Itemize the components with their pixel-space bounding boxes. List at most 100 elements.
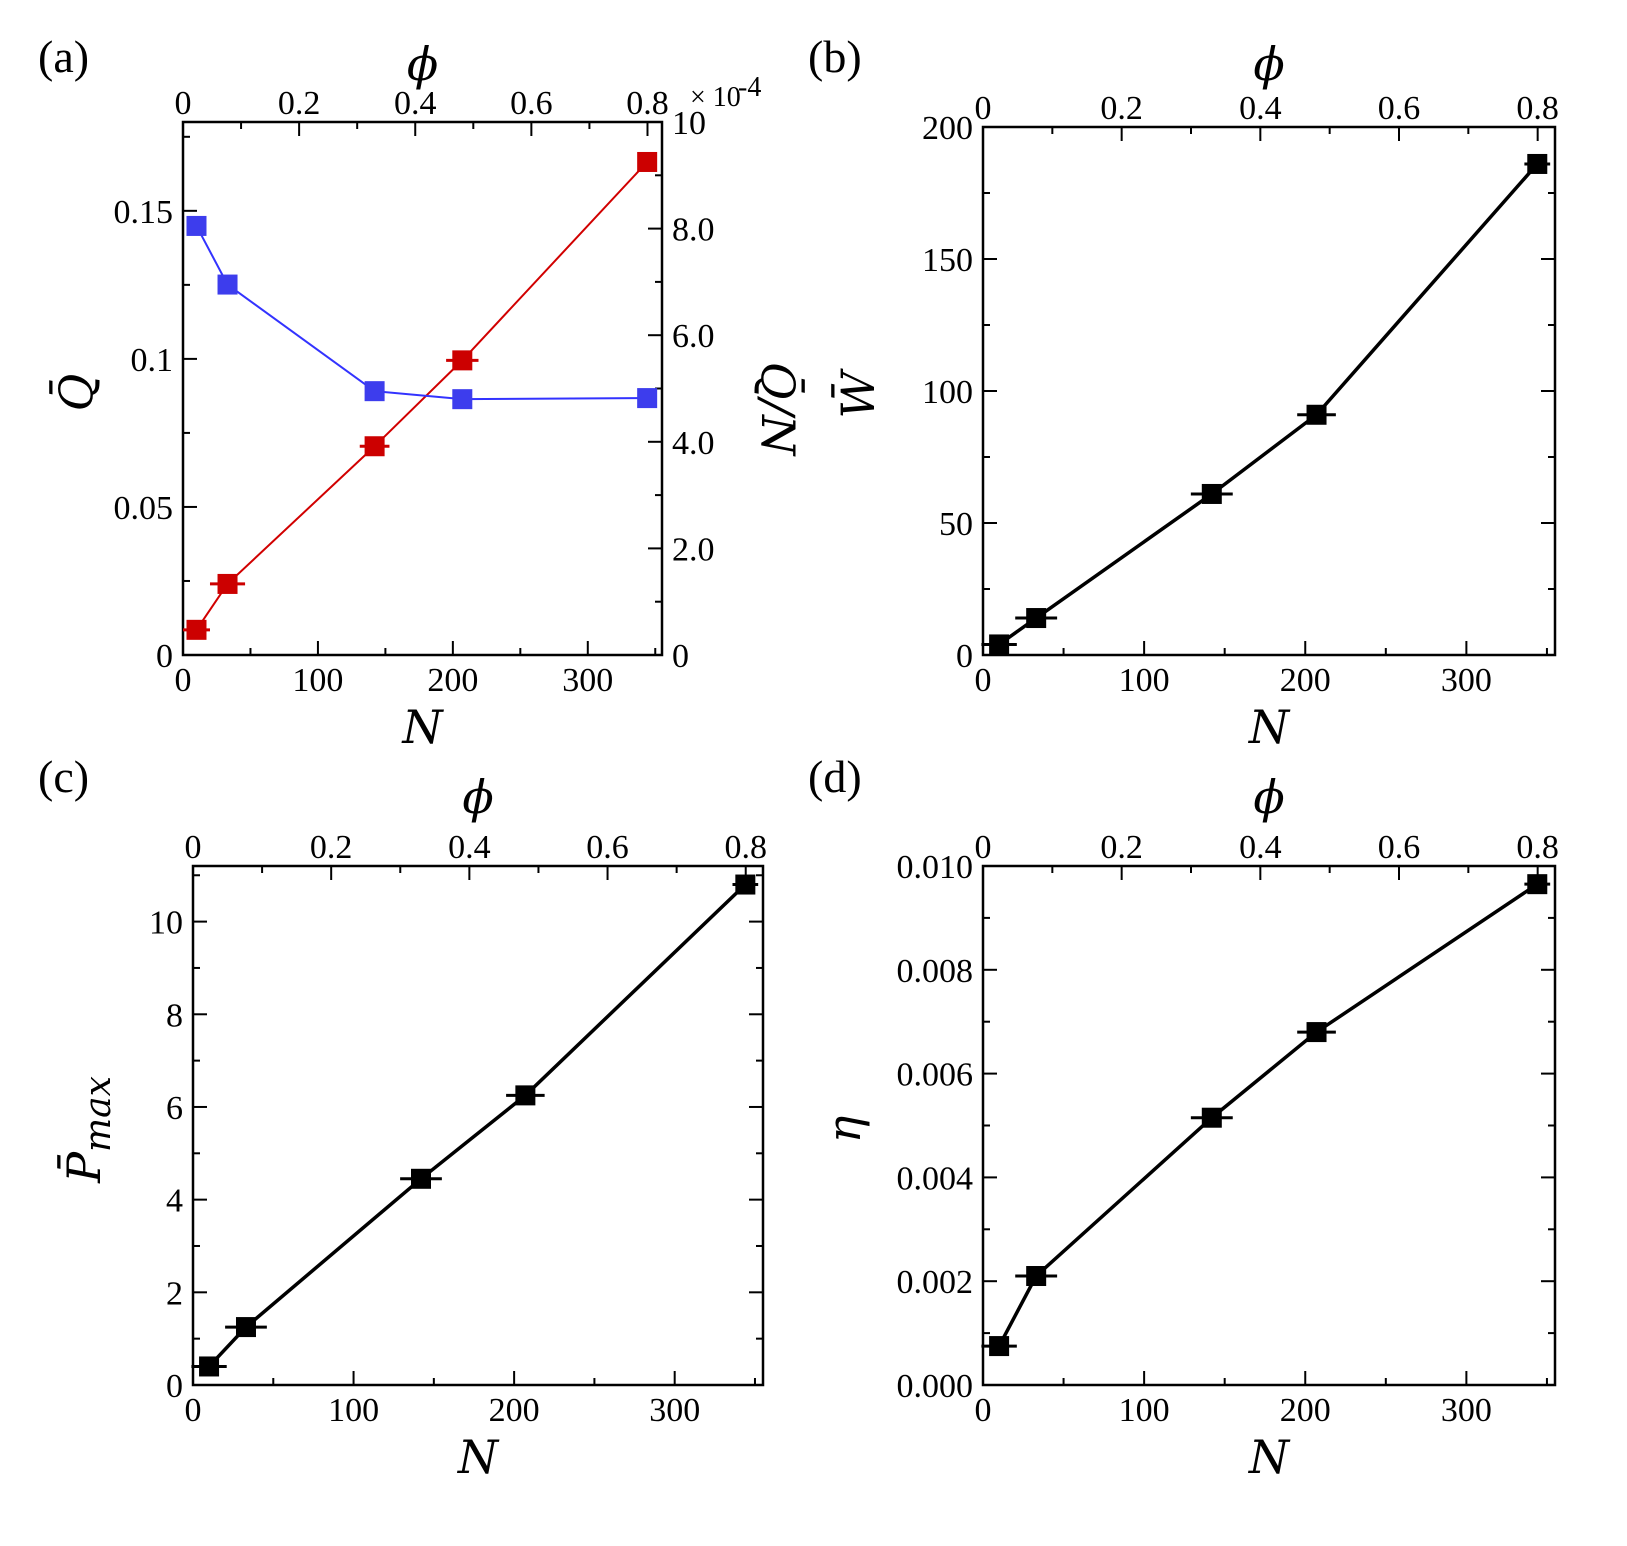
y-tick-label: 10 bbox=[149, 905, 183, 942]
top-tick-label: 0.6 bbox=[1378, 90, 1421, 127]
x-tick-label: 200 bbox=[1280, 1392, 1331, 1429]
data-point bbox=[1527, 874, 1548, 895]
top-tick-label: 0.8 bbox=[1516, 829, 1559, 866]
y-tick-label: 4 bbox=[166, 1183, 183, 1220]
y-tick-label: 0.000 bbox=[897, 1368, 974, 1405]
data-point bbox=[637, 388, 658, 409]
top-tick-label: 0.2 bbox=[1100, 829, 1143, 866]
top-tick-label: 0.6 bbox=[1378, 829, 1421, 866]
data-point bbox=[452, 350, 473, 371]
y-tick-label: 0.002 bbox=[897, 1264, 974, 1301]
y2-tick-label: 4.0 bbox=[672, 425, 715, 462]
y2-exponent: -4 bbox=[738, 72, 761, 103]
y-tick-label: 50 bbox=[939, 506, 973, 543]
data-point bbox=[1201, 1107, 1222, 1128]
x-tick-label: 0 bbox=[175, 662, 192, 699]
x-axis-title: N bbox=[457, 1430, 500, 1484]
top-tick-label: 0 bbox=[185, 829, 202, 866]
plot-frame bbox=[981, 125, 1557, 657]
x-tick-label: 300 bbox=[1441, 1392, 1492, 1429]
top-tick-label: 0.4 bbox=[448, 829, 491, 866]
y-axis-title-main: P̄ bbox=[56, 1151, 111, 1184]
data-point bbox=[989, 1336, 1010, 1357]
top-axis-title: ϕ bbox=[1253, 770, 1284, 824]
x-tick-label: 0 bbox=[185, 1392, 202, 1429]
x-tick-label: 100 bbox=[328, 1392, 379, 1429]
y-tick-label: 0.006 bbox=[897, 1057, 974, 1094]
y-tick-label: 0.05 bbox=[114, 490, 174, 527]
data-point bbox=[186, 215, 207, 236]
plot-frame bbox=[981, 864, 1557, 1387]
y-tick-label: 0 bbox=[156, 638, 173, 675]
data-point bbox=[217, 274, 238, 295]
chart-panel-b: (b) 0 100 200 300 N 0 0.2 0.4 0.6 0.8 ϕ 0 50 100 150 200… bbox=[808, 31, 1559, 754]
top-tick-label: 0.2 bbox=[310, 829, 353, 866]
top-tick-label: 0.4 bbox=[394, 85, 437, 122]
data-point bbox=[1201, 483, 1222, 504]
top-tick-label: 0.8 bbox=[724, 829, 767, 866]
panel-label: (b) bbox=[808, 31, 862, 82]
y-tick-label: 0 bbox=[166, 1368, 183, 1405]
data-point bbox=[452, 389, 473, 410]
y2-tick-label: 2.0 bbox=[672, 531, 715, 568]
panel-label: (d) bbox=[808, 751, 862, 802]
top-axis-title: ϕ bbox=[1253, 37, 1284, 91]
top-tick-label: 0.2 bbox=[1100, 90, 1143, 127]
x-axis-title: N bbox=[1248, 1430, 1291, 1484]
chart-panel-d: (d) 0 100 200 300 N 0 0.2 0.4 0.6 0.8 ϕ 0.000 0.002 0.… bbox=[808, 751, 1559, 1484]
y-tick-label: 150 bbox=[922, 242, 973, 279]
data-point bbox=[1026, 1266, 1047, 1287]
x-tick-label: 100 bbox=[292, 662, 343, 699]
series-line-0 bbox=[207, 883, 747, 1368]
top-tick-label: 0.8 bbox=[626, 85, 669, 122]
top-axis-title: ϕ bbox=[407, 37, 438, 91]
panel-label: (c) bbox=[38, 751, 89, 802]
y-tick-label: 0.1 bbox=[131, 342, 174, 379]
top-tick-label: 0 bbox=[175, 85, 192, 122]
data-point bbox=[515, 1085, 536, 1106]
data-point bbox=[235, 1317, 256, 1338]
top-tick-label: 0.4 bbox=[1239, 90, 1282, 127]
data-point bbox=[364, 381, 385, 402]
data-point bbox=[186, 619, 207, 640]
x-tick-label: 300 bbox=[1441, 662, 1492, 699]
series-line-0 bbox=[997, 882, 1539, 1347]
y2-tick-label: 0 bbox=[672, 638, 689, 675]
y2-multiplier: × 10 bbox=[690, 82, 741, 113]
data-point bbox=[411, 1168, 431, 1189]
top-tick-label: 0.8 bbox=[1516, 90, 1559, 127]
top-tick-label: 0 bbox=[975, 90, 992, 127]
plot-frame bbox=[181, 120, 664, 657]
x-tick-label: 100 bbox=[1119, 1392, 1170, 1429]
top-tick-label: 0.4 bbox=[1239, 829, 1282, 866]
x-tick-label: 200 bbox=[1280, 662, 1331, 699]
y2-tick-label: 8.0 bbox=[672, 212, 715, 249]
data-point bbox=[199, 1356, 220, 1377]
plot-frame bbox=[191, 864, 765, 1387]
data-point bbox=[1306, 1022, 1327, 1043]
y-tick-label: 0 bbox=[956, 638, 973, 675]
data-point bbox=[1527, 153, 1548, 174]
y2-tick-label: 6.0 bbox=[672, 318, 715, 355]
y-axis-title: η bbox=[817, 1115, 871, 1143]
x-tick-label: 300 bbox=[649, 1392, 700, 1429]
y-tick-label: 100 bbox=[922, 374, 973, 411]
y-axis-title: W̄ bbox=[830, 368, 885, 419]
x-axis-title: N bbox=[1248, 700, 1291, 754]
y-tick-label: 6 bbox=[166, 1090, 183, 1127]
y-axis-title-sub: max bbox=[78, 1076, 119, 1152]
x-tick-label: 100 bbox=[1119, 662, 1170, 699]
y-tick-label: 8 bbox=[166, 997, 183, 1034]
y-tick-label: 0.008 bbox=[897, 953, 974, 990]
x-tick-label: 200 bbox=[427, 662, 478, 699]
x-tick-label: 0 bbox=[975, 1392, 992, 1429]
y-axis-title: Q̄ bbox=[48, 374, 103, 412]
x-tick-label: 0 bbox=[975, 662, 992, 699]
top-tick-label: 0.6 bbox=[510, 85, 553, 122]
data-point bbox=[1026, 608, 1047, 629]
y-axis-title: P̄max bbox=[56, 1076, 119, 1184]
y-tick-label: 2 bbox=[166, 1275, 183, 1312]
series-line-0 bbox=[998, 162, 1539, 646]
data-point bbox=[1306, 404, 1327, 425]
